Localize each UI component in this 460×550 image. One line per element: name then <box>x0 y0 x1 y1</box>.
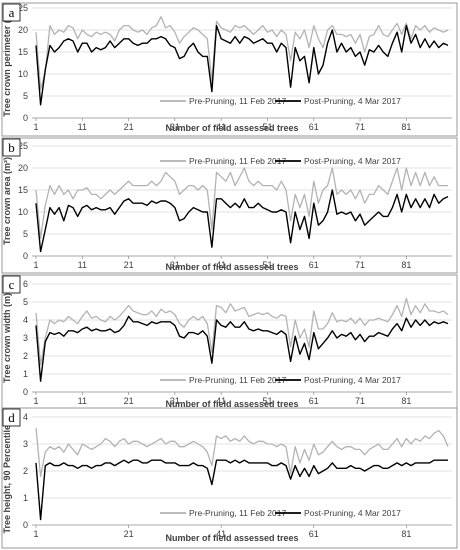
x-axis-title: Number of field assessed trees <box>165 399 298 409</box>
x-tick-label: 11 <box>78 260 87 270</box>
panel-frame <box>1 137 458 274</box>
x-tick-label: 21 <box>124 122 134 132</box>
y-axis-title: Tree crown area (m²) <box>2 157 12 245</box>
legend-label: Pre-Pruning, 11 Feb 2017 <box>189 96 286 106</box>
y-axis-title: Tree crown width (m) <box>2 293 12 383</box>
y-tick-label: 1 <box>23 369 28 379</box>
series-line-pre-pruning <box>35 297 449 366</box>
x-tick-label: 81 <box>401 529 411 539</box>
y-tick-label: 20 <box>18 25 28 35</box>
y-tick-label: 6 <box>23 279 28 289</box>
y-tick-label: 1 <box>23 493 28 503</box>
legend-label: Pre-Pruning, 11 Feb 2017 <box>189 156 286 166</box>
legend-label: Post-Pruning, 4 Mar 2017 <box>304 375 401 385</box>
x-tick-label: 41 <box>216 260 226 270</box>
x-tick-label: 61 <box>309 122 319 132</box>
x-tick-label: 31 <box>170 260 180 270</box>
panel-frame <box>1 407 458 549</box>
y-tick-label: 5 <box>23 297 28 307</box>
x-tick-label: 71 <box>355 260 365 270</box>
x-tick-label: 41 <box>216 122 226 132</box>
x-tick-label: 51 <box>262 260 272 270</box>
legend-label: Post-Pruning, 4 Mar 2017 <box>304 156 401 166</box>
series-line-pre-pruning <box>35 16 449 91</box>
x-tick-label: 81 <box>401 260 411 270</box>
panel-frame <box>1 2 458 137</box>
y-axis-title: Tree crown perimeter (m) <box>2 9 12 117</box>
panel-label-box <box>2 275 21 294</box>
panel-label: a <box>9 5 15 20</box>
y-tick-label: 15 <box>18 47 28 57</box>
legend-label: Post-Pruning, 4 Mar 2017 <box>304 96 401 106</box>
x-tick-label: 1 <box>33 396 38 406</box>
y-tick-label: 10 <box>18 69 28 79</box>
x-tick-label: 21 <box>124 260 134 270</box>
y-tick-label: 3 <box>23 439 28 449</box>
x-tick-label: 31 <box>170 122 180 132</box>
x-tick-label: 1 <box>33 122 38 132</box>
x-tick-label: 21 <box>124 529 134 539</box>
series-line-post-pruning <box>35 189 449 253</box>
panel-label-box <box>2 408 21 427</box>
x-tick-label: 51 <box>262 122 272 132</box>
y-tick-label: 5 <box>23 91 28 101</box>
x-tick-label: 51 <box>262 396 272 406</box>
x-tick-label: 41 <box>216 396 226 406</box>
x-tick-label: 11 <box>78 396 87 406</box>
x-tick-label: 1 <box>33 529 38 539</box>
series-line-post-pruning <box>35 315 449 382</box>
panel-frame <box>1 274 458 413</box>
legend-label: Pre-Pruning, 11 Feb 2017 <box>189 508 286 518</box>
x-tick-label: 71 <box>355 396 365 406</box>
y-axis-title: Tree height, 90 Percentile (m) <box>2 408 12 533</box>
series-line-post-pruning <box>35 24 449 106</box>
x-tick-label: 81 <box>401 396 411 406</box>
x-tick-label: 61 <box>309 260 319 270</box>
x-tick-label: 71 <box>355 122 365 132</box>
x-tick-label: 1 <box>33 260 38 270</box>
x-tick-label: 61 <box>309 396 319 406</box>
x-tick-label: 81 <box>401 122 411 132</box>
y-tick-label: 3 <box>23 333 28 343</box>
x-axis-title: Number of field assessed trees <box>165 123 298 133</box>
series-line-post-pruning <box>35 459 448 521</box>
y-tick-label: 0 <box>23 520 28 530</box>
y-tick-label: 10 <box>18 207 28 217</box>
panel-label-box <box>2 138 21 157</box>
y-tick-label: 15 <box>18 185 28 195</box>
series-line-pre-pruning <box>35 427 449 478</box>
y-tick-label: 0 <box>23 251 28 261</box>
legend-label: Pre-Pruning, 11 Feb 2017 <box>189 375 286 385</box>
y-tick-label: 25 <box>18 3 28 13</box>
panel-label: c <box>9 277 15 292</box>
panel-label: b <box>8 140 15 155</box>
y-tick-label: 2 <box>23 351 28 361</box>
x-tick-label: 61 <box>309 529 319 539</box>
x-tick-label: 21 <box>124 396 134 406</box>
x-tick-label: 41 <box>216 529 226 539</box>
y-tick-label: 5 <box>23 229 28 239</box>
x-tick-label: 31 <box>170 396 180 406</box>
x-axis-title: Number of field assessed trees <box>165 262 298 272</box>
y-tick-label: 0 <box>23 387 28 397</box>
x-axis-title: Number of field assessed trees <box>165 533 298 543</box>
y-tick-label: 2 <box>23 466 28 476</box>
y-tick-label: 20 <box>18 163 28 173</box>
y-tick-label: 25 <box>18 141 28 151</box>
y-tick-label: 4 <box>23 412 28 422</box>
panel-label-box <box>2 3 21 22</box>
legend-label: Post-Pruning, 4 Mar 2017 <box>304 508 401 518</box>
panel-label: d <box>8 410 15 425</box>
x-tick-label: 11 <box>78 122 87 132</box>
y-tick-label: 4 <box>23 315 28 325</box>
y-tick-label: 0 <box>23 113 28 123</box>
series-line-pre-pruning <box>35 167 448 240</box>
